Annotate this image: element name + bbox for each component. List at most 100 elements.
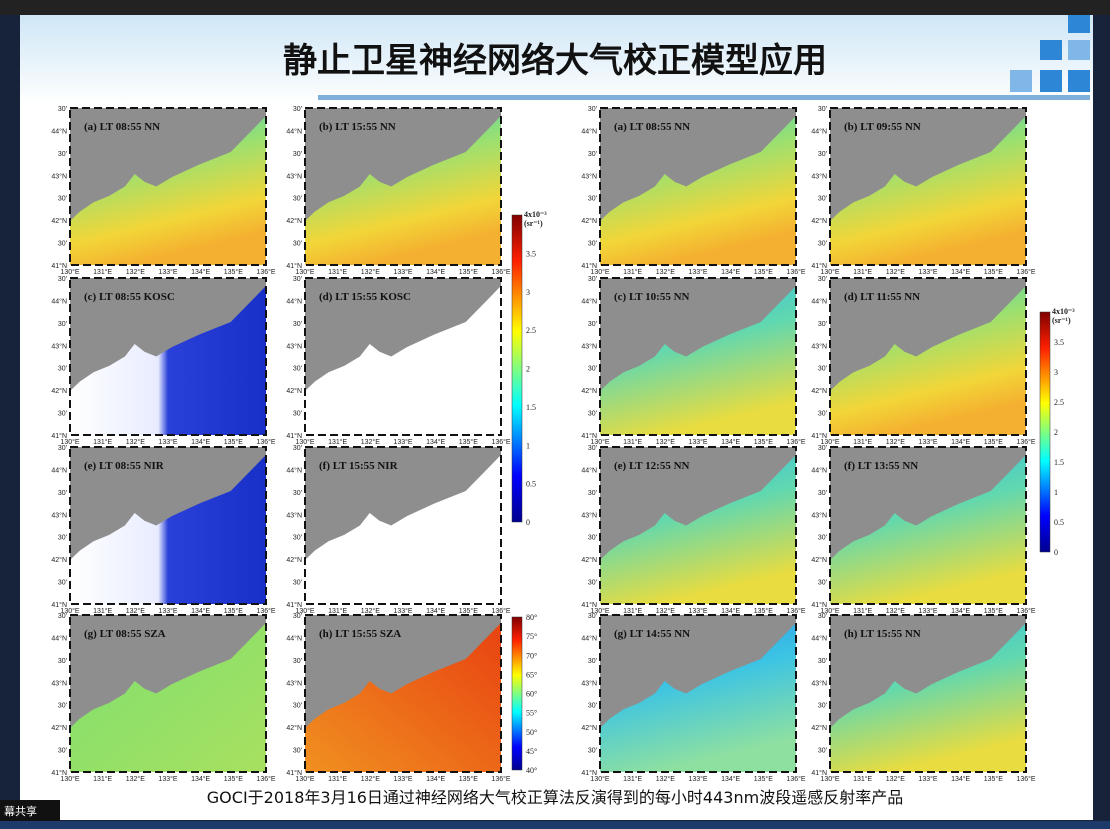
lat-label: 44°N [811, 634, 827, 642]
lat-label: 30' [588, 151, 597, 158]
panel-label: (h) LT 15:55 NN [844, 628, 921, 640]
colorbar-tick-label: 3 [1054, 368, 1058, 377]
lat-label: 44°N [581, 297, 597, 305]
lat-label: 41°N [581, 432, 597, 440]
lon-label: 134°E [426, 775, 445, 783]
lon-label: 135°E [754, 268, 773, 276]
map-frame [599, 107, 797, 266]
colorbar [511, 616, 523, 771]
lon-label: 132°E [126, 775, 145, 783]
lat-label: 30' [293, 613, 302, 620]
lon-label: 136°E [491, 607, 510, 615]
lon-label: 135°E [459, 268, 478, 276]
lon-label: 130°E [590, 607, 609, 615]
lon-label: 135°E [754, 607, 773, 615]
lat-label: 43°N [811, 172, 827, 180]
lon-label: 134°E [951, 775, 970, 783]
map-land [70, 278, 266, 392]
map-panel: (b) LT 15:55 NN 30' 44°N 30' 43°N 30' 42°N 30' 4… [286, 106, 511, 276]
lon-label: 131°E [853, 438, 872, 446]
lat-label: 30' [58, 151, 67, 158]
share-label: 幕共享 [4, 804, 37, 818]
lat-label: 43°N [581, 172, 597, 180]
lat-label: 42°N [51, 556, 67, 564]
lat-label: 30' [58, 411, 67, 418]
lon-label: 136°E [1016, 438, 1035, 446]
lat-label: 30' [58, 241, 67, 248]
lat-label: 30' [588, 580, 597, 587]
lon-label: 131°E [853, 268, 872, 276]
lon-label: 135°E [224, 438, 243, 446]
lon-label: 132°E [886, 268, 905, 276]
lat-label: 43°N [581, 511, 597, 519]
lon-label: 131°E [328, 607, 347, 615]
lat-label: 42°N [811, 217, 827, 225]
colorbar-tick-label: 80° [526, 613, 537, 622]
panel-label: (a) LT 08:55 NN [614, 121, 690, 133]
lon-label: 131°E [93, 775, 112, 783]
colorbar-tick-label: 0 [526, 518, 530, 527]
lon-label: 131°E [623, 607, 642, 615]
lat-label: 30' [58, 535, 67, 542]
lon-label: 131°E [328, 268, 347, 276]
lon-label: 130°E [60, 607, 79, 615]
lon-label: 132°E [886, 775, 905, 783]
lat-label: 30' [588, 196, 597, 203]
lat-label: 43°N [286, 511, 302, 519]
title-underline [318, 95, 1090, 100]
lat-label: 30' [293, 196, 302, 203]
lon-label: 132°E [361, 607, 380, 615]
lon-label: 130°E [295, 775, 314, 783]
lon-label: 135°E [984, 268, 1003, 276]
lon-label: 135°E [984, 775, 1003, 783]
lon-label: 134°E [951, 607, 970, 615]
slide-title: 静止卫星神经网络大气校正模型应用 [283, 41, 827, 81]
map-panel: (f) LT 13:55 NN 30' 44°N 30' 43°N 30' 42°N 30' 4… [811, 445, 1036, 615]
lon-label: 133°E [688, 775, 707, 783]
map-frame [69, 614, 267, 773]
lat-label: 41°N [51, 769, 67, 777]
lat-label: 30' [588, 490, 597, 497]
lon-label: 133°E [158, 268, 177, 276]
lat-label: 44°N [811, 127, 827, 135]
lon-label: 132°E [656, 268, 675, 276]
lon-label: 135°E [984, 438, 1003, 446]
lat-label: 30' [818, 445, 827, 452]
lat-label: 30' [818, 535, 827, 542]
lat-label: 42°N [581, 387, 597, 395]
lat-label: 44°N [286, 127, 302, 135]
panel-label: (g) LT 14:55 NN [614, 628, 690, 640]
colorbar-tick-label: 2 [1054, 428, 1058, 437]
lat-label: 43°N [811, 679, 827, 687]
lon-label: 130°E [820, 607, 839, 615]
map-frame [304, 614, 502, 773]
lat-label: 30' [818, 658, 827, 665]
lon-label: 130°E [590, 268, 609, 276]
lon-label: 133°E [918, 268, 937, 276]
colorbar-tick-label: 65° [526, 670, 537, 679]
lat-label: 41°N [51, 432, 67, 440]
lon-label: 136°E [786, 438, 805, 446]
lon-label: 130°E [60, 438, 79, 446]
lat-label: 42°N [811, 556, 827, 564]
lon-label: 131°E [623, 438, 642, 446]
lon-label: 136°E [1016, 607, 1035, 615]
lat-label: 30' [58, 445, 67, 452]
lat-label: 44°N [286, 297, 302, 305]
lat-label: 30' [293, 241, 302, 248]
lat-label: 30' [293, 490, 302, 497]
lon-label: 135°E [224, 775, 243, 783]
lat-label: 30' [588, 321, 597, 328]
lon-label: 133°E [158, 775, 177, 783]
map-panel: (a) LT 08:55 NN 30' 44°N 30' 43°N 30' 42°N 30' 4… [51, 106, 276, 276]
lat-label: 30' [588, 658, 597, 665]
lon-label: 133°E [393, 438, 412, 446]
lat-label: 43°N [581, 342, 597, 350]
lon-label: 136°E [256, 268, 275, 276]
colorbar-tick-label: 2.5 [1054, 398, 1064, 407]
map-frame [599, 614, 797, 773]
map-land [70, 615, 266, 729]
lat-label: 42°N [286, 556, 302, 564]
map-frame [829, 614, 1027, 773]
